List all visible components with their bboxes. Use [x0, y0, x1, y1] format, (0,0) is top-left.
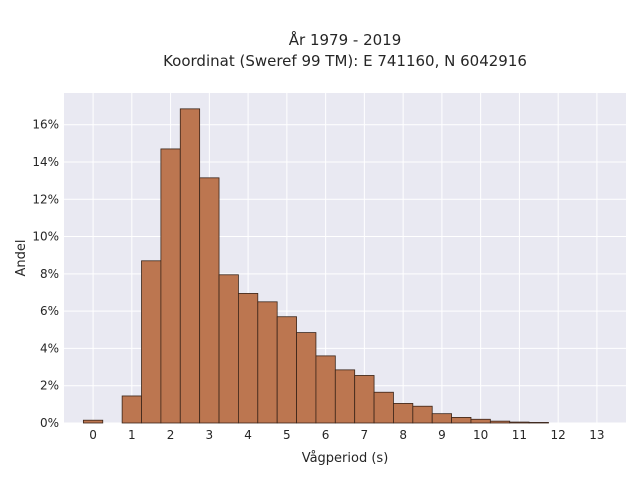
- histogram-bar: [431, 413, 452, 424]
- x-tick-label: 4: [244, 428, 252, 442]
- histogram-bar: [451, 417, 472, 424]
- histogram-bar: [489, 420, 511, 424]
- histogram-bar: [470, 418, 491, 424]
- histogram-bar: [257, 301, 278, 424]
- histogram-bar: [354, 375, 375, 424]
- histogram-bar: [160, 148, 181, 424]
- x-tick-label: 0: [89, 428, 97, 442]
- x-tick-label: 7: [361, 428, 369, 442]
- y-tick-label: 8%: [40, 267, 59, 281]
- x-tick-label: 11: [512, 428, 527, 442]
- histogram-bar: [412, 405, 433, 424]
- histogram-bar: [334, 369, 356, 424]
- x-tick-label: 2: [167, 428, 175, 442]
- x-tick-label: 13: [589, 428, 604, 442]
- x-tick-label: 1: [128, 428, 136, 442]
- histogram-bar: [82, 419, 104, 424]
- x-tick-label: 9: [438, 428, 446, 442]
- histogram-bar: [393, 403, 414, 424]
- histogram-bar: [238, 293, 259, 424]
- bars: [82, 108, 549, 424]
- x-axis-label: Vågperiod (s): [302, 451, 389, 466]
- x-tick-label: 5: [283, 428, 291, 442]
- x-tick-label: 8: [399, 428, 407, 442]
- y-tick-label: 14%: [32, 155, 59, 169]
- x-tick-label: 6: [322, 428, 330, 442]
- histogram-bar: [218, 274, 239, 424]
- chart-title-line-2: Koordinat (Sweref 99 TM): E 741160, N 60…: [163, 52, 527, 70]
- x-tick-label: 3: [206, 428, 214, 442]
- x-tick-label: 10: [473, 428, 488, 442]
- histogram-bar: [141, 260, 162, 424]
- histogram-bar: [121, 395, 142, 424]
- y-tick-label: 4%: [40, 341, 59, 355]
- histogram-bar: [509, 421, 530, 424]
- y-tick-label: 0%: [40, 416, 59, 430]
- y-tick-label: 16%: [32, 118, 59, 132]
- histogram-bar: [179, 108, 201, 424]
- histogram-bar: [373, 391, 394, 424]
- x-tick-label: 12: [551, 428, 566, 442]
- x-axis-ticks: 0 1 2 3 4 5 6 7 8 9 10 11 12 13: [89, 428, 604, 442]
- y-axis-ticks: 0% 2% 4% 6% 8% 10% 12% 14% 16%: [32, 118, 59, 430]
- histogram-bar: [296, 332, 317, 424]
- y-tick-label: 10%: [32, 230, 59, 244]
- y-tick-label: 2%: [40, 379, 59, 393]
- histogram-bar: [315, 355, 336, 424]
- histogram-bar: [199, 177, 220, 424]
- histogram-bar: [528, 422, 549, 424]
- y-tick-label: 6%: [40, 304, 59, 318]
- y-axis-label: Andel: [14, 240, 29, 277]
- histogram-bar: [276, 316, 297, 424]
- y-tick-label: 12%: [32, 192, 59, 206]
- chart-title-line-1: År 1979 - 2019: [289, 30, 402, 49]
